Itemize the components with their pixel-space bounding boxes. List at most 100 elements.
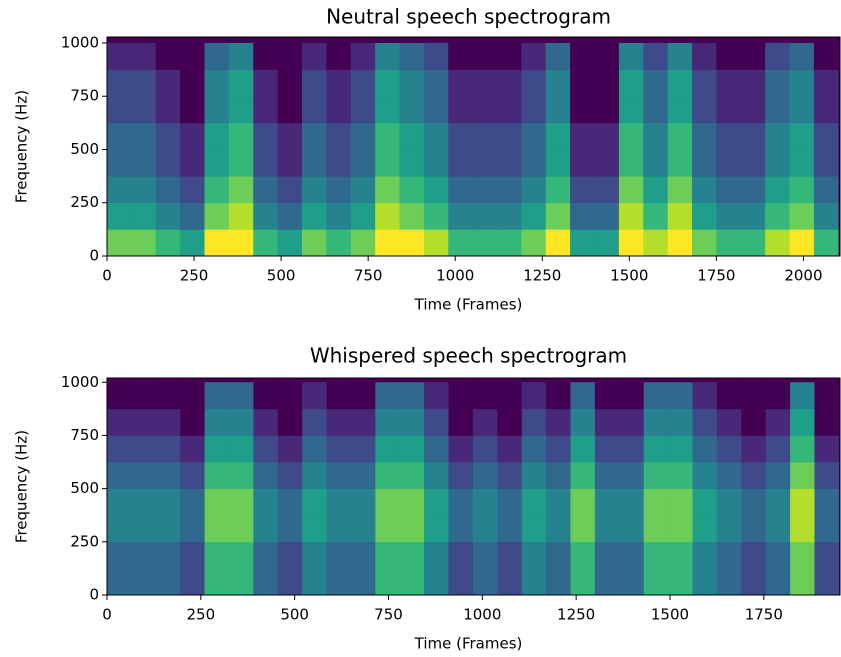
heatmap-cell (521, 202, 547, 230)
heatmap-cell (350, 176, 376, 204)
heatmap-cell (716, 176, 742, 204)
heatmap-cell (643, 42, 668, 70)
heatmap-cell (667, 149, 693, 177)
heatmap-cell (497, 382, 523, 410)
heatmap-cell (302, 488, 327, 516)
heatmap-cell (326, 42, 352, 70)
heatmap-cell (692, 42, 717, 70)
heatmap-cell (790, 382, 815, 410)
heatmap-cell (399, 488, 425, 516)
heatmap-cell (302, 382, 327, 410)
heatmap-cell (302, 435, 327, 463)
heatmap-cell (228, 42, 254, 70)
heatmap-cell (594, 122, 620, 150)
heatmap-cell (180, 176, 205, 204)
heatmap-cell (228, 541, 254, 569)
heatmap-cell (180, 122, 205, 150)
heatmap-cell (277, 462, 303, 489)
heatmap-cell (497, 462, 523, 489)
heatmap-cell (302, 96, 327, 124)
heatmap-cell (546, 515, 571, 543)
heatmap-cell (350, 408, 376, 436)
heatmap-cell (570, 122, 595, 150)
heatmap-cell (814, 435, 840, 463)
heatmap-cell (765, 435, 791, 463)
x-tick-label: 1500 (651, 606, 689, 624)
heatmap-cell (765, 488, 791, 516)
x-tick-label: 1750 (697, 267, 735, 285)
heatmap-cell (692, 408, 718, 436)
y-tick-label: 500 (70, 140, 99, 158)
heatmap-cell (716, 382, 742, 410)
heatmap-cell (594, 176, 620, 204)
heatmap-cell (570, 568, 596, 596)
heatmap-cell (253, 69, 278, 97)
heatmap-cell (521, 408, 547, 436)
heatmap-cell (716, 435, 742, 463)
heatmap-cell (521, 42, 547, 70)
heatmap-cell (814, 515, 840, 543)
heatmap-cell (253, 488, 279, 516)
heatmap-cell (180, 96, 205, 124)
heatmap-cell (594, 382, 620, 410)
heatmap-cell (228, 96, 254, 124)
heatmap-cell (448, 122, 473, 150)
heatmap-cell (302, 515, 327, 543)
heatmap-cell (228, 229, 254, 257)
heatmap-cell (375, 382, 401, 410)
heatmap-cell (253, 568, 279, 596)
heatmap-cell (375, 202, 400, 230)
heatmap-cell (204, 96, 230, 124)
heatmap-cell (692, 149, 717, 177)
heatmap-cell (228, 515, 254, 543)
x-tick-label: 1250 (557, 606, 595, 624)
heatmap-cell (277, 176, 303, 204)
heatmap-cell (472, 462, 498, 489)
heatmap-cell (497, 176, 522, 204)
heatmap-cell (228, 568, 254, 596)
heatmap-cell (497, 42, 522, 70)
heatmap-cell (618, 122, 644, 150)
heatmap-cell (277, 408, 303, 436)
heatmap-cell (765, 149, 790, 177)
heatmap-cell (594, 42, 620, 70)
heatmap-cell (716, 408, 742, 436)
x-tick-label: 500 (280, 606, 309, 624)
y-tick-label: 1000 (61, 373, 99, 391)
heatmap-cell (521, 229, 547, 257)
heatmap-cell (228, 435, 254, 463)
heatmap-cell (326, 488, 352, 516)
heatmap-cell (448, 202, 473, 230)
y-tick-label: 750 (70, 87, 99, 105)
heatmap-cell (326, 229, 352, 257)
heatmap-cell (472, 96, 498, 124)
heatmap-cell (643, 382, 669, 410)
heatmap-cell (155, 568, 181, 596)
heatmap-cell (618, 149, 644, 177)
heatmap-cell (472, 149, 498, 177)
heatmap-cell (326, 408, 352, 436)
heatmap-cell (375, 515, 401, 543)
heatmap-cell (472, 408, 498, 436)
heatmap-cell (155, 96, 181, 124)
heatmap-cell (326, 435, 352, 463)
heatmap-cell (618, 229, 644, 257)
heatmap-cell (716, 149, 742, 177)
heatmap-cell (399, 202, 425, 230)
heatmap-cell (350, 462, 376, 489)
heatmap-cell (765, 42, 790, 70)
heatmap-cell (424, 435, 449, 463)
heatmap-cell (789, 42, 815, 70)
heatmap-cell (350, 202, 376, 230)
y-tick-label: 0 (89, 247, 99, 265)
heatmap-cell (668, 568, 693, 596)
heatmap-cell (546, 382, 571, 410)
heatmap-cell (448, 408, 474, 436)
heatmap-cell (277, 435, 303, 463)
heatmap-cell (814, 541, 840, 569)
heatmap-cell (570, 408, 596, 436)
x-tick-label: 750 (374, 606, 403, 624)
heatmap-cell (716, 42, 742, 70)
heatmap-cell (350, 42, 376, 70)
heatmap-cell (155, 176, 181, 204)
